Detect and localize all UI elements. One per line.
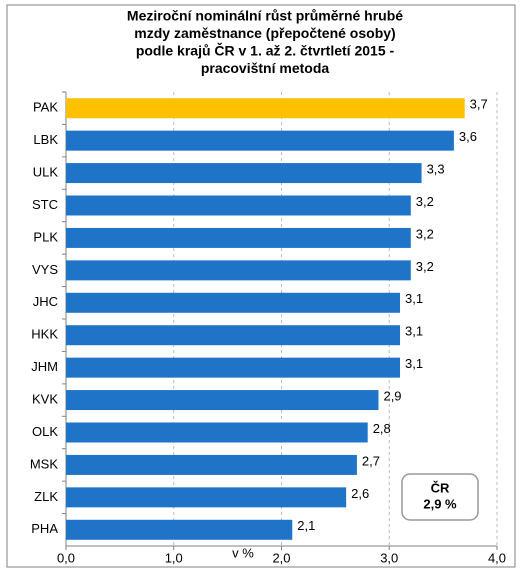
- value-label: 3,1: [405, 356, 423, 371]
- value-label: 3,2: [416, 226, 434, 241]
- bar: [66, 454, 357, 475]
- y-tick-label: STC: [32, 197, 58, 212]
- bar: [66, 390, 379, 411]
- y-tick-label: PAK: [33, 100, 58, 115]
- x-tick-label: 1,0: [165, 550, 183, 565]
- chart-title: podle krajů ČR v 1. až 2. čtvrtletí 2015…: [136, 42, 395, 59]
- value-label: 2,6: [351, 486, 369, 501]
- y-tick-label: ULK: [33, 165, 59, 180]
- bar: [66, 357, 401, 378]
- y-tick-label: MSK: [30, 456, 59, 471]
- bar: [66, 130, 454, 151]
- bar: [66, 260, 411, 281]
- value-label: 3,7: [470, 97, 488, 112]
- value-label: 2,9: [383, 389, 401, 404]
- annotation-box: [401, 473, 479, 521]
- value-label: 3,2: [416, 259, 434, 274]
- y-tick-label: ZLK: [34, 489, 58, 504]
- value-label: 2,7: [362, 453, 380, 468]
- annotation: ČR: [431, 480, 450, 495]
- y-tick-label: HKK: [31, 327, 58, 342]
- value-label: 2,1: [297, 518, 315, 533]
- x-tick-label: 3,0: [380, 550, 398, 565]
- y-tick-label: LBK: [33, 132, 58, 147]
- value-label: 3,1: [405, 324, 423, 339]
- bar: [66, 98, 465, 119]
- y-tick-label: VYS: [32, 262, 58, 277]
- value-label: 3,1: [405, 291, 423, 306]
- value-label: 2,8: [373, 421, 391, 436]
- bar: [66, 422, 368, 443]
- x-axis-label: v %: [232, 545, 254, 560]
- x-tick-label: 2,0: [272, 550, 290, 565]
- x-tick-label: 0,0: [57, 550, 75, 565]
- y-tick-label: PLK: [33, 229, 58, 244]
- bar: [66, 227, 411, 248]
- value-label: 3,3: [427, 162, 445, 177]
- annotation: 2,9 %: [423, 496, 457, 511]
- bar: [66, 487, 347, 508]
- value-label: 3,6: [459, 129, 477, 144]
- y-tick-label: JHC: [33, 294, 58, 309]
- bar: [66, 519, 293, 540]
- y-tick-label: JHM: [31, 359, 58, 374]
- x-tick-label: 4,0: [488, 550, 506, 565]
- y-tick-label: PHA: [31, 521, 58, 536]
- bar: [66, 292, 401, 313]
- bar: [66, 163, 422, 184]
- y-tick-label: KVK: [32, 392, 58, 407]
- y-tick-label: OLK: [32, 424, 58, 439]
- value-label: 3,2: [416, 194, 434, 209]
- bar: [66, 325, 401, 346]
- chart-title: pracovištní metoda: [201, 60, 330, 76]
- bar: [66, 195, 411, 216]
- chart-title: Meziroční nominální růst průměrné hrubé: [127, 8, 403, 24]
- chart-title: mzdy zaměstnance (přepočtené osoby): [134, 25, 395, 41]
